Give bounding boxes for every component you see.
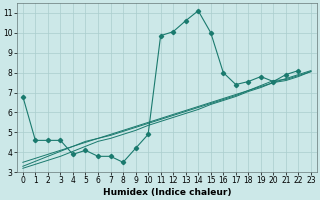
X-axis label: Humidex (Indice chaleur): Humidex (Indice chaleur) — [103, 188, 231, 197]
